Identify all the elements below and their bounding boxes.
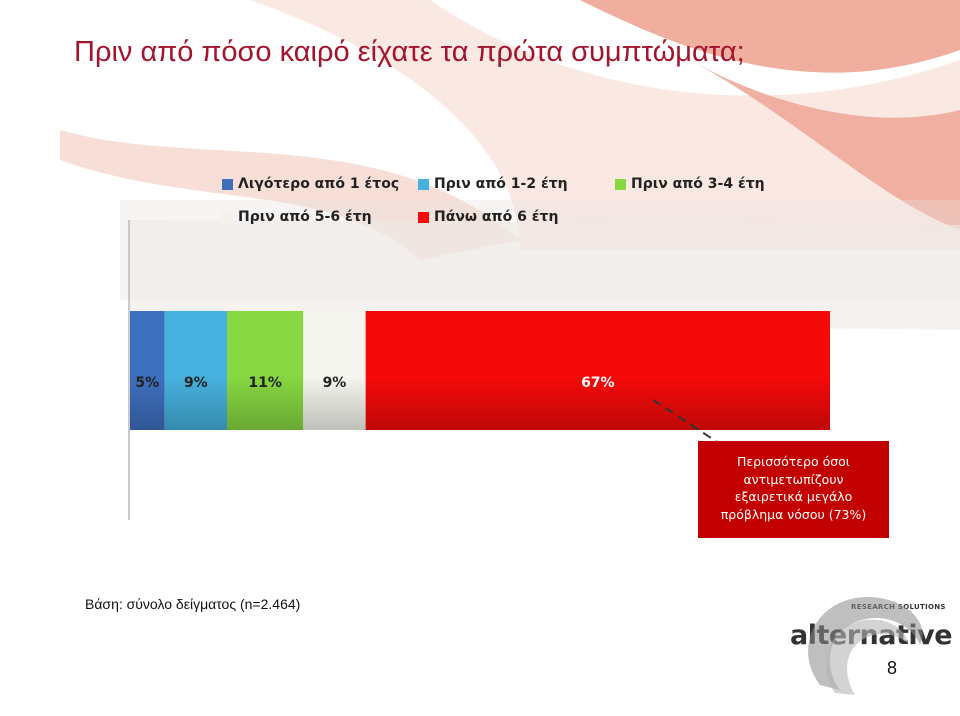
legend-label: Πάνω από 6 έτη xyxy=(434,209,559,225)
legend-swatch xyxy=(615,178,626,190)
legend-label: Πριν από 5-6 έτη xyxy=(238,209,372,225)
callout-line: πρόβλημα νόσου (73%) xyxy=(720,506,867,522)
legend-label: Πριν από 3-4 έτη xyxy=(631,176,765,192)
bar-data-label: 9% xyxy=(323,375,347,391)
bar-data-label: 11% xyxy=(248,375,282,391)
callout-line: αντιμετωπίζουν xyxy=(743,471,844,487)
bar-segment-shade xyxy=(227,311,304,430)
base-note: Βάση: σύνολο δείγματος (n=2.464) xyxy=(85,596,301,612)
bar-data-label: 67% xyxy=(581,375,615,391)
bar-segment-shade xyxy=(303,311,366,430)
legend-label: Λιγότερο από 1 έτος xyxy=(238,176,400,192)
legend-item: Πριν από 3-4 έτη xyxy=(615,176,765,192)
legend-item: Πριν από 5-6 έτη xyxy=(222,209,372,225)
page-title: Πριν από πόσο καιρό είχατε τα πρώτα συμπ… xyxy=(74,36,745,68)
chart-legend: Λιγότερο από 1 έτος Πριν από 1-2 έτη Πρι… xyxy=(0,0,960,240)
legend-swatch xyxy=(222,178,233,190)
bar-data-label: 5% xyxy=(135,375,159,391)
callout-line: Περισσότερο όσοι xyxy=(736,454,851,469)
bar-segment-shade xyxy=(164,311,228,430)
legend-label: Πριν από 1-2 έτη xyxy=(434,176,568,192)
chart-axis-line xyxy=(128,220,130,520)
legend-item: Πάνω από 6 έτη xyxy=(418,209,558,225)
legend-swatch xyxy=(418,178,429,190)
bar-segment-shade xyxy=(365,311,830,430)
logo-swirl xyxy=(808,596,923,695)
bar-segment-shade xyxy=(130,311,165,430)
legend-swatch xyxy=(222,211,233,223)
legend-swatch xyxy=(418,211,429,223)
bar-data-label: 9% xyxy=(184,375,208,391)
callout-line: εξαιρετικά μεγάλο xyxy=(734,489,853,504)
page-number: 8 xyxy=(887,658,898,678)
legend-item: Λιγότερο από 1 έτος xyxy=(222,176,399,192)
callout-box: Περισσότερο όσοι αντιμετωπίζουν εξαιρετι… xyxy=(698,441,889,538)
legend-item: Πριν από 1-2 έτη xyxy=(418,176,568,192)
